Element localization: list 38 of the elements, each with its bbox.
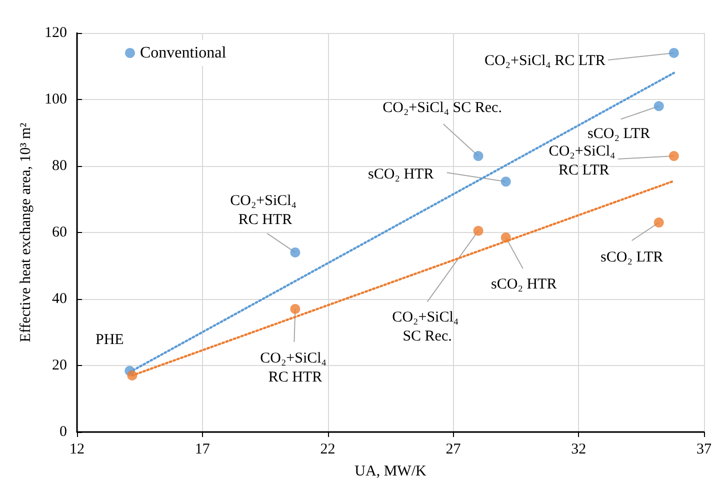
- annotation: CO₂+SiCl₄ RC LTR: [548, 144, 620, 179]
- legend-label: Conventional: [140, 44, 227, 62]
- y-axis-title: Effective heat exchange area, 10³ m²: [18, 122, 34, 342]
- annotation: sCO₂ LTR: [600, 250, 664, 266]
- annotation: CO₂+SiCl₄ SC Rec.: [392, 309, 462, 344]
- point: [473, 151, 484, 162]
- point: [654, 218, 664, 228]
- y-tick-label: 100: [44, 92, 67, 108]
- annotation: sCO₂ HTR: [491, 276, 557, 292]
- point: [668, 48, 679, 58]
- point: [290, 247, 300, 258]
- annotation: CO₂+SiCl₄ RC HTR: [230, 192, 300, 228]
- annotation: CO₂+SiCl₄ SC Rec.: [382, 100, 502, 116]
- y-tick-label: 120: [44, 25, 67, 41]
- annotation: sCO₂ LTR: [588, 126, 650, 142]
- annotation: sCO₂ HTR: [368, 166, 434, 183]
- y-tick-label: 40: [52, 291, 67, 307]
- x-axis-title: UA, MW/K: [354, 464, 426, 480]
- x-tick-label: 37: [696, 442, 712, 458]
- point: [500, 232, 511, 242]
- annotation: PHE: [95, 332, 124, 348]
- annotation: CO₂+SiCl₄ RC LTR: [484, 52, 606, 69]
- x-tick-label: 12: [70, 442, 84, 458]
- x-tick-label: 22: [320, 442, 336, 458]
- point: [668, 151, 679, 162]
- y-tick-label: 80: [52, 158, 67, 174]
- point: [473, 226, 484, 236]
- y-tick-label: 60: [52, 224, 67, 240]
- annotation: CO₂+SiCl₄ RC HTR: [260, 350, 330, 386]
- point: [290, 304, 300, 314]
- x-tick-label: 27: [446, 442, 462, 458]
- y-tick-label: 0: [60, 424, 67, 440]
- point: [654, 101, 664, 112]
- x-tick-label: 32: [571, 442, 586, 458]
- point: [500, 176, 511, 187]
- point: [127, 370, 138, 380]
- y-tick-label: 20: [52, 358, 67, 374]
- x-tick-label: 17: [194, 442, 210, 458]
